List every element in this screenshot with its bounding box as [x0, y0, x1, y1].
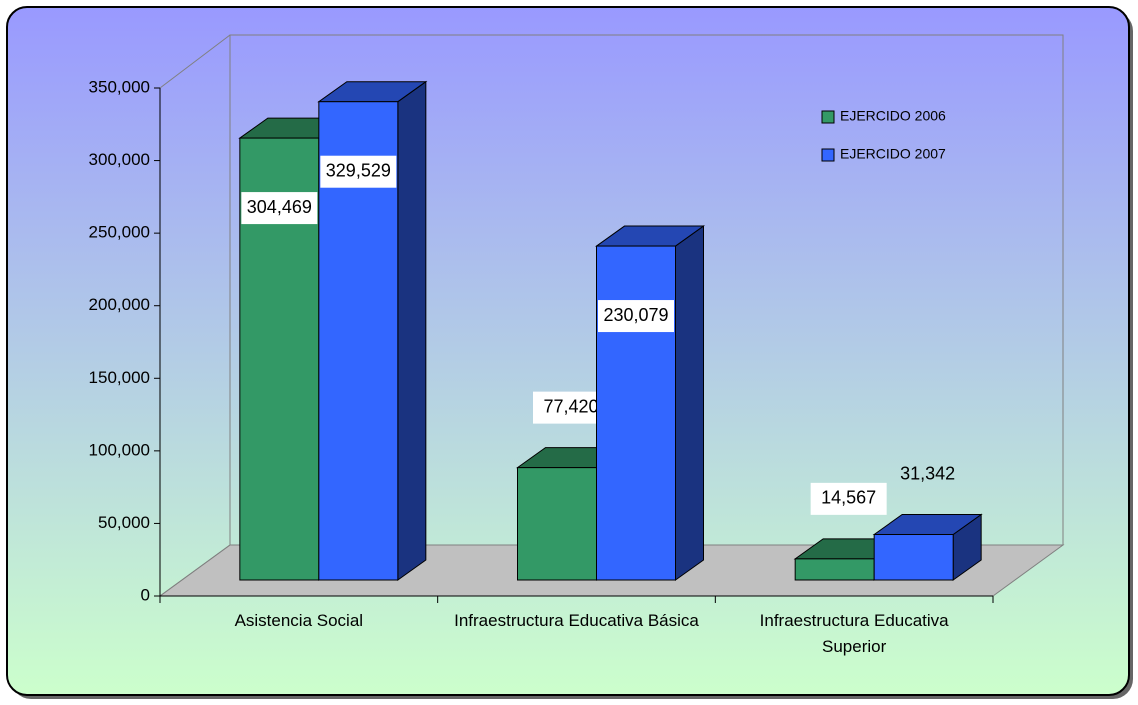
bar [517, 467, 597, 581]
bar-side [397, 80, 427, 581]
x-tick-label: Infraestructura Educativa Básica [454, 611, 699, 630]
value-label-box [598, 300, 674, 333]
value-label: 14,567 [821, 488, 876, 508]
value-label-box [241, 192, 318, 225]
side-wall-edge [159, 34, 231, 89]
y-tick-label: 150,000 [89, 368, 150, 387]
value-label: 31,342 [900, 463, 955, 483]
y-tick-label: 200,000 [89, 295, 150, 314]
value-label-box [320, 155, 397, 188]
x-tick-label: Infraestructura Educativa Superior [759, 611, 949, 656]
y-tick-label: 0 [141, 585, 150, 604]
value-label: 304,469 [247, 197, 312, 217]
y-tick-label: 250,000 [89, 223, 150, 242]
bar [794, 558, 875, 581]
legend-swatch [821, 148, 835, 162]
value-label-box [810, 482, 887, 515]
x-tick-label: Asistencia Social [234, 611, 364, 630]
legend-label: EJERCIDO 2007 [840, 146, 946, 162]
y-tick-label: 350,000 [89, 77, 150, 96]
legend-label: EJERCIDO 2006 [840, 108, 946, 124]
y-tick-label: 100,000 [89, 440, 150, 459]
bar-side [675, 225, 704, 581]
value-label: 77,420 [543, 396, 598, 416]
side-wall-edge [159, 544, 231, 597]
y-tick-label: 300,000 [89, 150, 150, 169]
legend-swatch [821, 110, 835, 124]
value-label: 329,529 [326, 160, 391, 180]
bar [873, 534, 954, 581]
bar [596, 245, 676, 581]
value-label: 230,079 [603, 305, 668, 325]
y-tick-label: 50,000 [98, 513, 150, 532]
